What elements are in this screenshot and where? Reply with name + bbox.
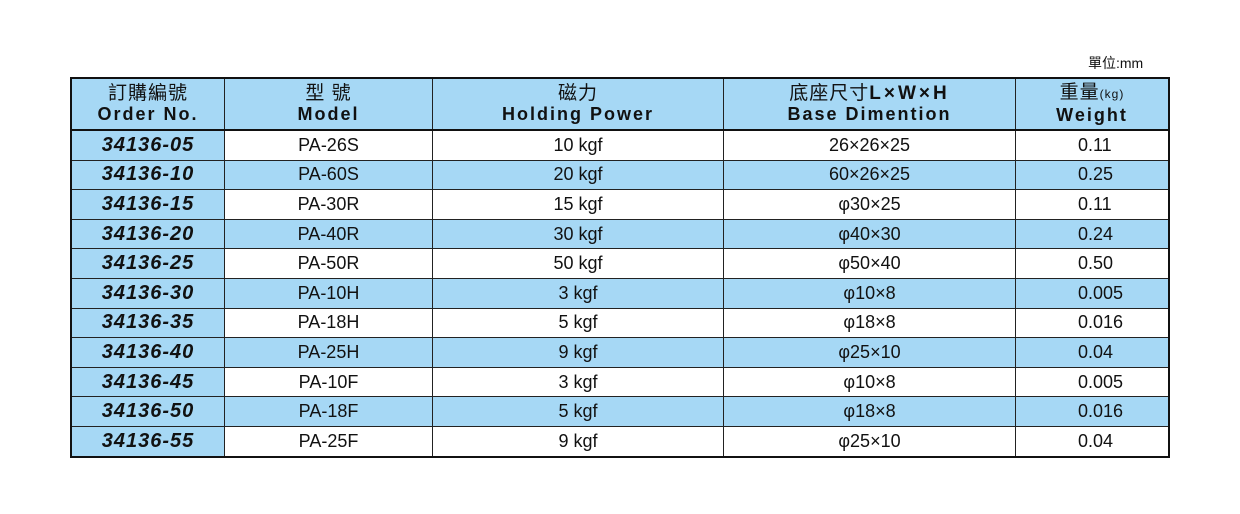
header-en: Weight	[1056, 105, 1128, 125]
cell-holding-power: 15 kgf	[432, 189, 724, 220]
cell-model: PA-18F	[224, 396, 433, 427]
table-row: 34136-40 PA-25H 9 kgf φ25×10 0.04	[70, 337, 1170, 368]
cell-order-no: 34136-05	[70, 129, 225, 161]
table-row: 34136-05 PA-26S 10 kgf 26×26×25 0.11	[70, 129, 1170, 161]
cell-weight: 0.11	[1015, 189, 1170, 220]
table-row: 34136-20 PA-40R 30 kgf φ40×30 0.24	[70, 218, 1170, 250]
cell-model: PA-10H	[224, 277, 433, 309]
header-weight: 重量(kg) Weight	[1015, 77, 1170, 131]
cell-holding-power: 10 kgf	[432, 129, 724, 161]
cell-base-dimension: φ25×10	[723, 425, 1016, 458]
cell-holding-power: 20 kgf	[432, 159, 724, 191]
cell-base-dimension: φ40×30	[723, 218, 1016, 250]
table-row: 34136-25 PA-50R 50 kgf φ50×40 0.50	[70, 248, 1170, 279]
cell-base-dimension: φ10×8	[723, 366, 1016, 398]
cell-holding-power: 50 kgf	[432, 248, 724, 279]
cell-base-dimension: φ10×8	[723, 277, 1016, 309]
header-zh: 底座尺寸	[789, 83, 870, 104]
table-row: 34136-45 PA-10F 3 kgf φ10×8 0.005	[70, 366, 1170, 398]
cell-holding-power: 30 kgf	[432, 218, 724, 250]
table-row: 34136-30 PA-10H 3 kgf φ10×8 0.005	[70, 277, 1170, 309]
cell-order-no: 34136-30	[70, 277, 225, 309]
table-row: 34136-10 PA-60S 20 kgf 60×26×25 0.25	[70, 159, 1170, 191]
header-zh: 訂購編號	[107, 83, 188, 104]
cell-order-no: 34136-35	[70, 307, 225, 339]
table-row: 34136-15 PA-30R 15 kgf φ30×25 0.11	[70, 189, 1170, 220]
cell-order-no: 34136-25	[70, 248, 225, 279]
cell-base-dimension: φ50×40	[723, 248, 1016, 279]
header-zh: 型 號	[305, 83, 352, 104]
cell-order-no: 34136-50	[70, 396, 225, 427]
cell-weight: 0.005	[1015, 277, 1170, 309]
header-zh: 磁力	[557, 83, 598, 104]
table-row: 34136-35 PA-18H 5 kgf φ18×8 0.016	[70, 307, 1170, 339]
cell-weight: 0.11	[1015, 129, 1170, 161]
cell-base-dimension: φ18×8	[723, 396, 1016, 427]
cell-model: PA-50R	[224, 248, 433, 279]
cell-base-dimension: φ30×25	[723, 189, 1016, 220]
cell-model: PA-30R	[224, 189, 433, 220]
cell-weight: 0.50	[1015, 248, 1170, 279]
cell-weight: 0.04	[1015, 337, 1170, 368]
header-zh-suffix: L×W×H	[869, 83, 950, 104]
cell-base-dimension: φ25×10	[723, 337, 1016, 368]
cell-holding-power: 3 kgf	[432, 277, 724, 309]
cell-model: PA-60S	[224, 159, 433, 191]
cell-model: PA-10F	[224, 366, 433, 398]
cell-model: PA-18H	[224, 307, 433, 339]
header-order-no: 訂購編號 Order No.	[70, 77, 225, 131]
header-model: 型 號 Model	[224, 77, 433, 131]
table-row: 34136-55 PA-25F 9 kgf φ25×10 0.04	[70, 425, 1170, 458]
cell-base-dimension: 60×26×25	[723, 159, 1016, 191]
cell-model: PA-26S	[224, 129, 433, 161]
cell-order-no: 34136-10	[70, 159, 225, 191]
cell-order-no: 34136-40	[70, 337, 225, 368]
header-holding-power: 磁力 Holding Power	[432, 77, 724, 131]
header-base-dimension: 底座尺寸L×W×H Base Dimention	[723, 77, 1016, 131]
header-zh-suffix: (kg)	[1099, 87, 1125, 101]
cell-model: PA-25H	[224, 337, 433, 368]
cell-order-no: 34136-20	[70, 218, 225, 250]
cell-weight: 0.016	[1015, 396, 1170, 427]
header-en: Order No.	[97, 104, 199, 124]
unit-label: 單位:mm	[1088, 55, 1144, 71]
cell-base-dimension: 26×26×25	[723, 129, 1016, 161]
header-en: Holding Power	[502, 104, 654, 124]
header-en: Base Dimention	[787, 104, 952, 124]
cell-holding-power: 9 kgf	[432, 337, 724, 368]
cell-base-dimension: φ18×8	[723, 307, 1016, 339]
cell-holding-power: 5 kgf	[432, 396, 724, 427]
cell-order-no: 34136-55	[70, 425, 225, 458]
cell-model: PA-25F	[224, 425, 433, 458]
header-en: Model	[297, 104, 360, 124]
cell-order-no: 34136-15	[70, 189, 225, 220]
cell-holding-power: 5 kgf	[432, 307, 724, 339]
cell-holding-power: 3 kgf	[432, 366, 724, 398]
cell-model: PA-40R	[224, 218, 433, 250]
cell-weight: 0.005	[1015, 366, 1170, 398]
header-zh: 重量	[1059, 82, 1100, 103]
cell-weight: 0.25	[1015, 159, 1170, 191]
table-row: 34136-50 PA-18F 5 kgf φ18×8 0.016	[70, 396, 1170, 427]
product-table: 訂購編號 Order No. 型 號 Model 磁力 Holding Power 底…	[70, 77, 1170, 458]
header-row: 訂購編號 Order No. 型 號 Model 磁力 Holding Power 底…	[70, 77, 1170, 131]
cell-weight: 0.04	[1015, 425, 1170, 458]
cell-weight: 0.24	[1015, 218, 1170, 250]
cell-order-no: 34136-45	[70, 366, 225, 398]
cell-weight: 0.016	[1015, 307, 1170, 339]
cell-holding-power: 9 kgf	[432, 425, 724, 458]
